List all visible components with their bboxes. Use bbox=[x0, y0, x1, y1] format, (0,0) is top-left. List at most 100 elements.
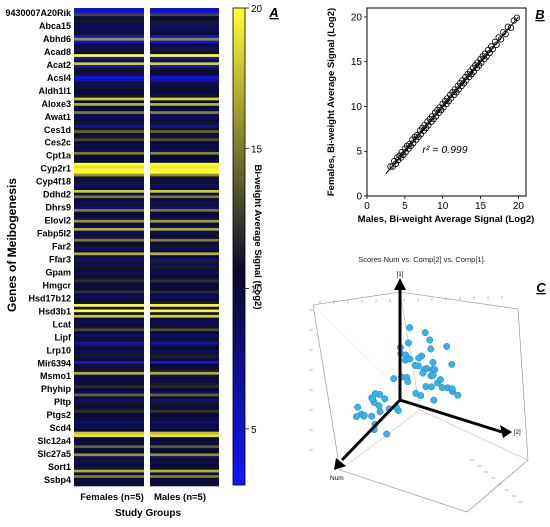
heatmap-row-label: Lcat bbox=[52, 319, 71, 329]
heatmap-cell bbox=[74, 295, 144, 299]
heatmap-cell bbox=[74, 257, 144, 261]
heatmap-cell bbox=[74, 374, 144, 378]
heatmap-row-label: Acad8 bbox=[44, 47, 71, 57]
heatmap-row-label: Scd4 bbox=[49, 423, 71, 433]
heatmap-cell bbox=[150, 464, 219, 468]
heatmap-cell bbox=[150, 195, 219, 199]
heatmap-cell bbox=[150, 461, 219, 465]
score-plot-points bbox=[352, 324, 462, 438]
heatmap-cell bbox=[150, 371, 219, 375]
heatmap-cell bbox=[150, 135, 219, 139]
heatmap-row-label: Aloxe3 bbox=[41, 99, 71, 109]
score-point bbox=[415, 354, 423, 362]
heatmap-cell bbox=[150, 249, 219, 253]
heatmap-cell bbox=[150, 67, 219, 71]
heatmap-cell bbox=[150, 428, 219, 432]
heatmap-cell bbox=[74, 480, 144, 484]
heatmap-cell bbox=[150, 298, 219, 302]
heatmap-cell bbox=[74, 475, 144, 479]
heatmap-cell bbox=[74, 103, 144, 107]
heatmap-cell bbox=[74, 447, 144, 451]
heatmap-cell bbox=[74, 214, 144, 218]
heatmap-cell bbox=[74, 304, 144, 308]
heatmap-cell bbox=[74, 456, 144, 460]
heatmap-cell bbox=[150, 51, 219, 55]
heatmap-cell bbox=[74, 317, 144, 321]
heatmap-cell bbox=[150, 18, 219, 22]
heatmap-cell bbox=[74, 48, 144, 52]
heatmap-cell bbox=[150, 124, 219, 128]
panel-label-b: B bbox=[535, 7, 544, 22]
heatmap-cell bbox=[150, 358, 219, 362]
heatmap-cell bbox=[150, 409, 219, 413]
scatter-panel: 0 5 10 15 20 0 5 10 15 20 r² = 0.999 Males, Bi-we… bbox=[326, 7, 545, 225]
heatmap-cell bbox=[150, 301, 219, 305]
heatmap-cell bbox=[150, 458, 219, 462]
heatmap-cell bbox=[150, 361, 219, 365]
heatmap-cell bbox=[74, 176, 144, 180]
heatmap-cell bbox=[150, 181, 219, 185]
heatmap-cell bbox=[74, 442, 144, 446]
heatmap-cell bbox=[74, 483, 144, 487]
scatter-y-tick-label: 20 bbox=[351, 12, 363, 23]
heatmap-cell bbox=[150, 92, 219, 96]
heatmap-cell bbox=[150, 401, 219, 405]
score-plot-axes bbox=[334, 278, 512, 470]
heatmap-cell bbox=[74, 247, 144, 251]
heatmap-cell bbox=[150, 219, 219, 223]
heatmap-cell bbox=[150, 415, 219, 419]
axis-name-num: Num bbox=[330, 475, 344, 482]
heatmap-cell bbox=[74, 244, 144, 248]
heatmap-cell bbox=[74, 445, 144, 449]
heatmap-cell bbox=[74, 350, 144, 354]
heatmap-cell bbox=[150, 339, 219, 343]
score-point bbox=[352, 413, 360, 421]
heatmap-cell bbox=[74, 361, 144, 365]
heatmap-cell bbox=[150, 336, 219, 340]
heatmap-row-label: Hsd17b12 bbox=[28, 293, 71, 303]
column-divider bbox=[144, 8, 150, 486]
heatmap-row-label: Sort1 bbox=[48, 462, 71, 472]
heatmap-cell bbox=[74, 279, 144, 283]
heatmap-cell bbox=[74, 409, 144, 413]
heatmap-cell bbox=[74, 347, 144, 351]
heatmap-cell bbox=[74, 363, 144, 367]
score-point bbox=[376, 408, 384, 416]
heatmap-cell bbox=[74, 165, 144, 169]
heatmap-cell bbox=[74, 274, 144, 278]
heatmap-cell bbox=[150, 247, 219, 251]
heatmap-cell bbox=[74, 328, 144, 332]
heatmap-cell bbox=[74, 382, 144, 386]
heatmap-cell bbox=[74, 358, 144, 362]
heatmap-cell bbox=[74, 450, 144, 454]
heatmap-cell bbox=[74, 287, 144, 291]
heatmap-cell bbox=[150, 380, 219, 384]
scatter-x-tick-label: 20 bbox=[513, 201, 525, 212]
score-point bbox=[383, 430, 391, 438]
heatmap-cell bbox=[150, 418, 219, 422]
scatter-point bbox=[493, 41, 500, 48]
heatmap-cell bbox=[74, 35, 144, 39]
heatmap-cell bbox=[150, 100, 219, 104]
heatmap-cell bbox=[74, 78, 144, 82]
heatmap-cell bbox=[74, 298, 144, 302]
heatmap-cell bbox=[150, 447, 219, 451]
heatmap-cell bbox=[150, 37, 219, 41]
heatmap-cell bbox=[74, 200, 144, 204]
score-point bbox=[454, 391, 462, 399]
scatter-point bbox=[504, 23, 511, 30]
heatmap-cell bbox=[74, 271, 144, 275]
score-point bbox=[428, 383, 435, 391]
heatmap-cell bbox=[74, 46, 144, 50]
heatmap-cell bbox=[150, 309, 219, 313]
heatmap-cell bbox=[74, 162, 144, 166]
heatmap-cell bbox=[74, 203, 144, 207]
heatmap-cell bbox=[74, 84, 144, 88]
score-point bbox=[421, 329, 429, 337]
heatmap-cell bbox=[150, 366, 219, 370]
heatmap-cell bbox=[74, 306, 144, 310]
heatmap-row-label: Awat1 bbox=[45, 112, 71, 122]
heatmap-cell bbox=[150, 119, 219, 123]
scatter-point bbox=[413, 131, 421, 139]
score-point bbox=[406, 324, 414, 332]
